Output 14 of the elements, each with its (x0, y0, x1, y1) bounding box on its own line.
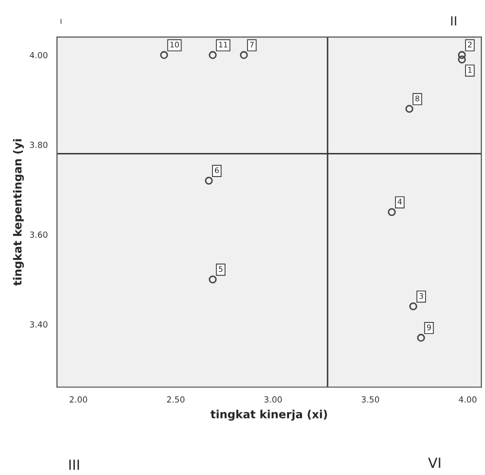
y-tick-label: 3.60 (30, 232, 48, 238)
x-axis-title: tingkat kinerja (xi) (210, 410, 327, 421)
y-axis-title: tingkat kepentingan (yi (13, 139, 24, 286)
x-tick-label: 2.50 (167, 396, 184, 403)
y-tick-label: 4.00 (30, 52, 48, 58)
x-tick-label: 4.00 (458, 396, 476, 403)
text: VI (428, 458, 440, 468)
y-tick-label: 3.80 (30, 142, 48, 148)
text: II (451, 16, 456, 26)
x-tick-label: 3.50 (362, 396, 380, 403)
text: III (69, 460, 79, 470)
x-tick-label: 3.00 (264, 396, 282, 403)
y-tick-label: 3.40 (30, 321, 48, 328)
x-tick-label: 2.00 (70, 396, 88, 403)
